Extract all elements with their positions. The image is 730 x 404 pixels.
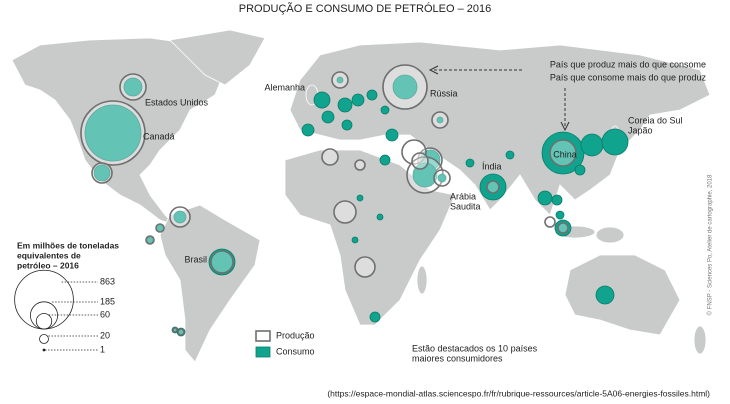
consumption-circle	[337, 97, 353, 113]
title: PRODUÇÃO E CONSUMO DE PETRÓLEO – 2016	[239, 2, 491, 15]
consumption-circle	[123, 77, 143, 97]
annotation: País que consome mais do que produz	[550, 72, 707, 82]
consumption-circle	[437, 173, 447, 183]
country-label: Japão	[628, 125, 653, 135]
country-label: Alemanha	[264, 82, 305, 92]
consumption-circle	[537, 190, 553, 206]
consumption-circle	[366, 89, 378, 101]
consumption-circle	[173, 210, 187, 224]
production-circle	[433, 169, 451, 187]
production-circle	[91, 162, 113, 184]
production-circle	[411, 152, 429, 170]
country-label: Rússia	[430, 88, 458, 98]
consumption-circle	[392, 74, 418, 100]
legend-title: petróleo – 2016	[17, 260, 79, 270]
consumption-circle	[595, 285, 615, 305]
legend-value: 60	[100, 309, 110, 319]
legend-value: 20	[100, 330, 110, 340]
consumption-circle	[313, 91, 331, 109]
consumption-circle	[356, 194, 364, 202]
production-circle	[172, 327, 178, 333]
production-circle	[331, 71, 349, 89]
legend-label: Consumo	[276, 346, 315, 356]
legend-label: Produção	[276, 330, 315, 340]
legend-scale-circle	[42, 348, 46, 352]
consumption-circle	[301, 123, 315, 137]
annotation: País que produz mais do que consome	[550, 59, 706, 69]
consumption-circle	[436, 116, 444, 124]
consumption-circle	[551, 194, 563, 206]
legend-value: 863	[100, 276, 115, 286]
production-circle	[354, 256, 376, 278]
consumption-circle	[369, 311, 381, 323]
consumption-circle	[385, 128, 399, 142]
country-label: Brasil	[184, 254, 207, 264]
consumption-circle	[336, 76, 344, 84]
consumption-circle	[505, 150, 515, 160]
production-circle	[431, 111, 449, 129]
production-circle	[354, 159, 366, 171]
legend-scale-circle	[14, 269, 74, 330]
consumption-circle	[601, 128, 629, 156]
consumption-circle	[208, 248, 236, 276]
note: maiores consumidores	[412, 353, 503, 363]
consumption-circle	[479, 173, 507, 201]
annotation-arrows	[428, 65, 570, 132]
consumption-circle	[580, 133, 604, 157]
consumption-circle	[379, 154, 391, 166]
legend-scale-circle	[29, 301, 59, 330]
country-label: Arábia	[450, 191, 476, 201]
production-circle	[80, 100, 146, 166]
production-circle	[549, 139, 577, 167]
production-circle	[169, 206, 191, 228]
consumption-circle	[351, 236, 359, 244]
production-circle	[333, 200, 357, 224]
production-circle	[119, 73, 147, 101]
consumption-circle	[84, 104, 142, 162]
legend-scale-circle	[35, 313, 53, 330]
consumption-circle	[351, 93, 365, 107]
production-circle	[486, 180, 500, 194]
production-circle	[145, 235, 155, 245]
country-label: Canadá	[143, 131, 175, 141]
production-circle	[382, 64, 428, 110]
production-circle	[544, 216, 556, 228]
production-circle	[177, 328, 185, 336]
note: Estão destacados os 10 países	[412, 343, 538, 353]
legend-title: equivalentes de	[17, 250, 81, 260]
country-label: Coreia do Sul	[628, 115, 683, 125]
credit: © FNSP - Sciences Po, Atelier de cartogr…	[707, 174, 714, 315]
legend-swatch	[255, 330, 271, 342]
legend-swatch	[255, 346, 271, 358]
consumption-circle	[555, 210, 565, 220]
consumption-circle	[380, 105, 390, 115]
consumption-circle	[376, 213, 384, 221]
country-circles	[80, 64, 629, 337]
consumption-circle	[465, 158, 475, 168]
country-label: Saudita	[450, 201, 481, 211]
source: (https://espace-mondial-atlas.sciencespo…	[327, 388, 710, 398]
production-circle	[557, 222, 569, 234]
country-label: Estados Unidos	[145, 97, 209, 107]
country-label: Índia	[482, 161, 502, 171]
consumption-circle	[93, 164, 111, 182]
consumption-circle	[574, 164, 586, 176]
legend-scale-circle	[39, 334, 49, 344]
legend-title: Em milhões de toneladas	[17, 240, 119, 250]
country-label: China	[553, 149, 577, 159]
production-circle	[210, 250, 234, 274]
legend-value: 1	[100, 344, 105, 354]
production-circle	[155, 223, 165, 233]
continents	[11, 29, 711, 363]
consumption-circle	[321, 110, 335, 124]
legend-value: 185	[100, 296, 115, 306]
consumption-circle	[146, 236, 154, 244]
consumption-circle	[341, 119, 353, 131]
production-circle	[321, 148, 339, 166]
